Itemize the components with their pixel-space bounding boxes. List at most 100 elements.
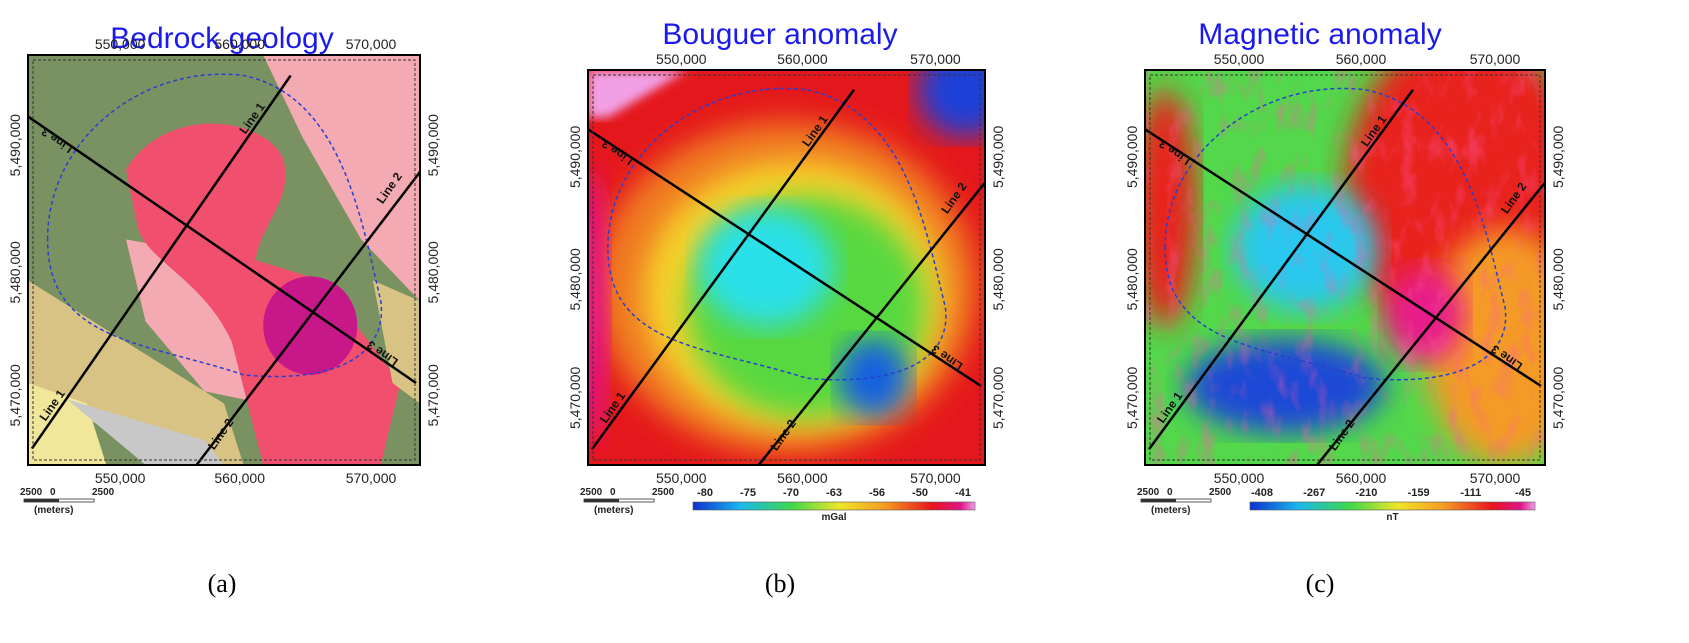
- scale-label: 2500: [652, 487, 675, 498]
- y-tick-label: 5,490,000: [1124, 126, 1140, 188]
- x-tick-label: 570,000: [1470, 470, 1521, 486]
- y-tick-label: 5,480,000: [1550, 248, 1566, 310]
- panel-caption: (c): [1306, 569, 1335, 598]
- x-tick-label: 570,000: [346, 470, 397, 486]
- y-tick-label: 5,480,000: [425, 241, 441, 303]
- map-frame: [1144, 69, 1546, 466]
- geology-unit: [28, 383, 107, 465]
- x-tick-label: 560,000: [777, 470, 828, 486]
- geology-unit: [263, 276, 358, 375]
- y-tick-label: 5,470,000: [990, 367, 1006, 429]
- panel-title: Magnetic anomaly: [1198, 18, 1441, 51]
- survey-line: [30, 74, 292, 450]
- survey-line: [757, 180, 985, 465]
- colorbar-tick: -408: [1251, 487, 1273, 499]
- panel-title: Bedrock geology: [110, 22, 333, 55]
- map-inner-border: [1149, 74, 1541, 461]
- scale-bar: [584, 499, 619, 502]
- y-tick-label: 5,490,000: [990, 126, 1006, 188]
- colorbar: [692, 501, 976, 511]
- scale-label: 0: [610, 487, 616, 498]
- x-tick-label: 550,000: [95, 36, 146, 52]
- colorbar-tick: -75: [740, 487, 756, 499]
- study-outline: [46, 73, 383, 378]
- scale-label: 2500: [20, 487, 43, 498]
- x-tick-label: 570,000: [910, 51, 961, 67]
- y-tick-label: 5,490,000: [7, 114, 23, 176]
- x-tick-label: 560,000: [1336, 470, 1387, 486]
- anomaly-field: [838, 338, 910, 418]
- x-tick-label: 550,000: [656, 470, 707, 486]
- map-inner-border: [32, 59, 416, 461]
- scale-unit: (meters): [34, 505, 73, 516]
- panel-caption: (b): [765, 569, 795, 598]
- x-tick-label: 560,000: [1336, 51, 1387, 67]
- x-tick-label: 550,000: [1214, 51, 1265, 67]
- x-tick-label: 560,000: [214, 470, 265, 486]
- x-tick-label: 550,000: [656, 51, 707, 67]
- colorbar-tick: -41: [955, 487, 971, 499]
- scale-label: 0: [1167, 487, 1173, 498]
- x-tick-label: 560,000: [777, 51, 828, 67]
- survey-line: [590, 89, 856, 450]
- survey-line: [1316, 180, 1545, 465]
- geology-unit: [263, 55, 420, 301]
- scale-label: 0: [50, 487, 56, 498]
- scale-label: 2500: [92, 487, 115, 498]
- x-tick-label: 560,000: [214, 36, 265, 52]
- survey-line: [1147, 89, 1415, 450]
- x-tick-label: 570,000: [346, 36, 397, 52]
- colorbar-unit: nT: [1386, 512, 1398, 523]
- geology-unit: [28, 280, 244, 465]
- scale-unit: (meters): [594, 505, 633, 516]
- anomaly-field: [588, 70, 688, 118]
- colorbar-tick: -70: [783, 487, 799, 499]
- colorbar-tick: -80: [697, 487, 713, 499]
- y-tick-label: 5,480,000: [1124, 248, 1140, 310]
- y-tick-label: 5,480,000: [567, 248, 583, 310]
- colorbar-tick: -45: [1515, 487, 1531, 499]
- scale-label: 2500: [580, 487, 603, 498]
- panel-title: Bouguer anomaly: [662, 18, 897, 51]
- y-tick-label: 5,470,000: [425, 364, 441, 426]
- scale-bar: [24, 499, 59, 502]
- scale-unit: (meters): [1151, 505, 1190, 516]
- survey-line: [588, 128, 982, 388]
- map-frame: [587, 69, 986, 466]
- scale-label: 2500: [1209, 487, 1232, 498]
- scale-label: 2500: [1137, 487, 1160, 498]
- colorbar-unit: mGal: [821, 512, 846, 523]
- anomaly-field: [917, 70, 985, 138]
- y-tick-label: 5,470,000: [567, 367, 583, 429]
- colorbar-tick: -159: [1408, 487, 1430, 499]
- geology-unit: [372, 280, 420, 404]
- survey-line: [28, 115, 417, 385]
- y-tick-label: 5,480,000: [990, 248, 1006, 310]
- y-tick-label: 5,490,000: [425, 114, 441, 176]
- colorbar-tick: -50: [912, 487, 928, 499]
- map-inner-border: [592, 74, 981, 461]
- colorbar-tick: -56: [869, 487, 885, 499]
- y-tick-label: 5,470,000: [7, 364, 23, 426]
- x-tick-label: 550,000: [95, 470, 146, 486]
- x-tick-label: 550,000: [1214, 470, 1265, 486]
- panel-caption: (a): [208, 569, 237, 598]
- geology-unit: [126, 123, 401, 465]
- colorbar-tick: -63: [826, 487, 842, 499]
- colorbar-tick: -111: [1460, 487, 1481, 499]
- y-tick-label: 5,470,000: [1550, 367, 1566, 429]
- study-outline: [1164, 87, 1507, 381]
- y-tick-label: 5,480,000: [7, 241, 23, 303]
- study-outline: [607, 87, 947, 381]
- geology-unit: [67, 399, 224, 465]
- colorbar-tick: -267: [1303, 487, 1325, 499]
- y-tick-label: 5,470,000: [1124, 367, 1140, 429]
- x-tick-label: 570,000: [910, 470, 961, 486]
